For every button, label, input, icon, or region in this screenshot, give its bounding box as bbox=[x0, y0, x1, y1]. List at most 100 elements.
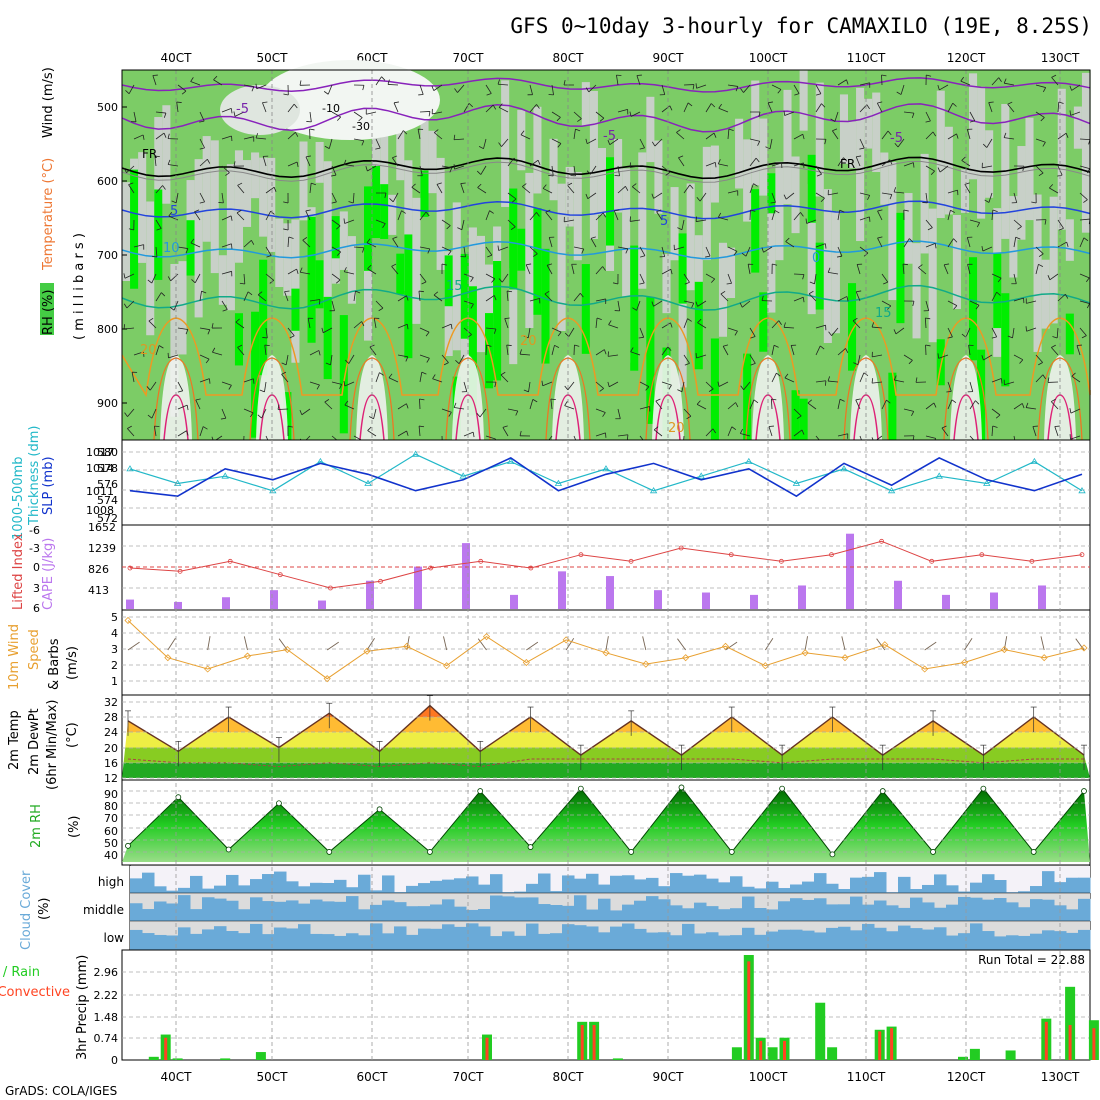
wind-barb bbox=[831, 327, 839, 336]
wind-barb bbox=[966, 237, 971, 248]
wind-barb bbox=[221, 135, 232, 140]
wind-barb bbox=[893, 375, 897, 381]
wind-barb bbox=[431, 85, 435, 91]
wind-barb bbox=[336, 225, 341, 230]
wind10-barb bbox=[642, 636, 647, 651]
wind-barb bbox=[714, 162, 717, 168]
wind-barb bbox=[881, 192, 892, 195]
cloud-bar bbox=[718, 882, 731, 893]
precip-panel: 2.962.221.480.740 Run Total = 22.88 Tota… bbox=[0, 949, 1099, 1067]
wind-barb bbox=[1051, 398, 1056, 402]
wind-barb bbox=[689, 184, 694, 189]
wind-barb bbox=[498, 278, 503, 283]
isotherm-minus5-upper bbox=[121, 77, 1091, 93]
wind-barb bbox=[1035, 374, 1044, 383]
wind-barb bbox=[911, 411, 915, 417]
rh-band bbox=[251, 311, 260, 438]
rh-band bbox=[1049, 196, 1059, 324]
rh-band bbox=[420, 70, 430, 440]
precip-rain-bar bbox=[1044, 1021, 1048, 1060]
rh-band bbox=[678, 233, 688, 304]
x-tick-label: 120CT bbox=[947, 1070, 986, 1084]
wind-barb bbox=[243, 239, 252, 248]
wind-barb bbox=[668, 384, 672, 390]
rh-band bbox=[460, 253, 470, 339]
wind-barb bbox=[696, 354, 707, 359]
thickness-marker bbox=[507, 457, 515, 464]
wind-barb bbox=[939, 84, 949, 91]
y-tick-label: 28 bbox=[104, 711, 118, 724]
wind-barb bbox=[1035, 246, 1044, 255]
wind10-barb bbox=[964, 637, 973, 651]
wind-barb bbox=[287, 425, 293, 428]
precip-y-label: 3hr Precip (mm) bbox=[75, 955, 90, 1060]
contour-label: FR bbox=[840, 157, 855, 171]
upper-grid bbox=[175, 70, 1061, 440]
wind-barb bbox=[770, 201, 776, 204]
rh-band bbox=[1073, 70, 1083, 440]
wind-barb bbox=[221, 300, 228, 310]
wind-barb bbox=[133, 134, 144, 140]
wind-barb bbox=[123, 303, 128, 309]
rh-band bbox=[589, 70, 599, 440]
cape-bars bbox=[126, 533, 1046, 609]
wind-barb bbox=[1022, 165, 1025, 172]
contour-label: 15 bbox=[875, 306, 892, 321]
thickness-marker bbox=[221, 472, 229, 479]
wind10-point bbox=[682, 654, 690, 662]
wind-barb bbox=[331, 201, 337, 204]
wind-barb bbox=[309, 299, 320, 302]
wind-barb bbox=[908, 360, 913, 365]
wind-barb bbox=[541, 380, 544, 386]
thickness-marker bbox=[1078, 487, 1086, 494]
wind-barb bbox=[1007, 103, 1015, 113]
cloud-bar bbox=[802, 881, 815, 893]
wind-barb bbox=[190, 81, 201, 86]
wind-barb bbox=[348, 354, 355, 364]
wind-barb bbox=[1035, 264, 1039, 275]
cloud-bar bbox=[586, 873, 599, 893]
wind-barb bbox=[406, 430, 409, 436]
wind-barb bbox=[1003, 132, 1007, 138]
cloud-bar bbox=[754, 934, 767, 950]
cloud-bar bbox=[814, 932, 827, 950]
wind-barb bbox=[1035, 138, 1046, 143]
wind-barb bbox=[932, 131, 937, 137]
rh-band bbox=[525, 172, 534, 329]
wind-barb bbox=[683, 300, 694, 304]
wind-barb bbox=[595, 381, 604, 389]
wind-barb bbox=[577, 118, 582, 122]
bottom-x-axis: 40CT 50CT 60CT 70CT 80CT 90CT 100CT 110CT 120CT 1… bbox=[161, 1070, 1080, 1084]
wind-barb bbox=[960, 76, 965, 82]
rh-band bbox=[202, 136, 212, 242]
wind-barb bbox=[367, 426, 372, 431]
wind-barb bbox=[617, 408, 621, 419]
wind-barb bbox=[344, 404, 355, 410]
wind-barb bbox=[596, 317, 602, 321]
wind-barb bbox=[155, 111, 166, 114]
wind-barb bbox=[661, 322, 671, 329]
wind10-point bbox=[323, 675, 331, 683]
cape-bar bbox=[1038, 585, 1046, 609]
wind-barb bbox=[497, 83, 509, 86]
wind-barb bbox=[373, 408, 377, 419]
wind-barb bbox=[362, 247, 365, 253]
wind-barb bbox=[305, 155, 311, 158]
cloud-bar bbox=[142, 909, 155, 921]
wind-barb bbox=[163, 112, 167, 118]
rh2m-point bbox=[879, 788, 886, 794]
wind-barb bbox=[486, 344, 492, 347]
rh-band bbox=[1081, 70, 1091, 440]
wind-barb bbox=[743, 381, 751, 391]
wind-barb bbox=[696, 84, 707, 89]
wind-barb bbox=[639, 273, 645, 284]
wind-barb bbox=[522, 186, 531, 194]
rh-band bbox=[485, 70, 494, 440]
wind-barb bbox=[525, 264, 531, 275]
wind-barb bbox=[510, 226, 516, 230]
temp-label: (6hr Min/Max) bbox=[45, 700, 60, 790]
wind-barb bbox=[705, 103, 712, 113]
wind-barb bbox=[761, 247, 764, 253]
wind-barb bbox=[284, 291, 289, 302]
wind-barb bbox=[995, 414, 1001, 419]
